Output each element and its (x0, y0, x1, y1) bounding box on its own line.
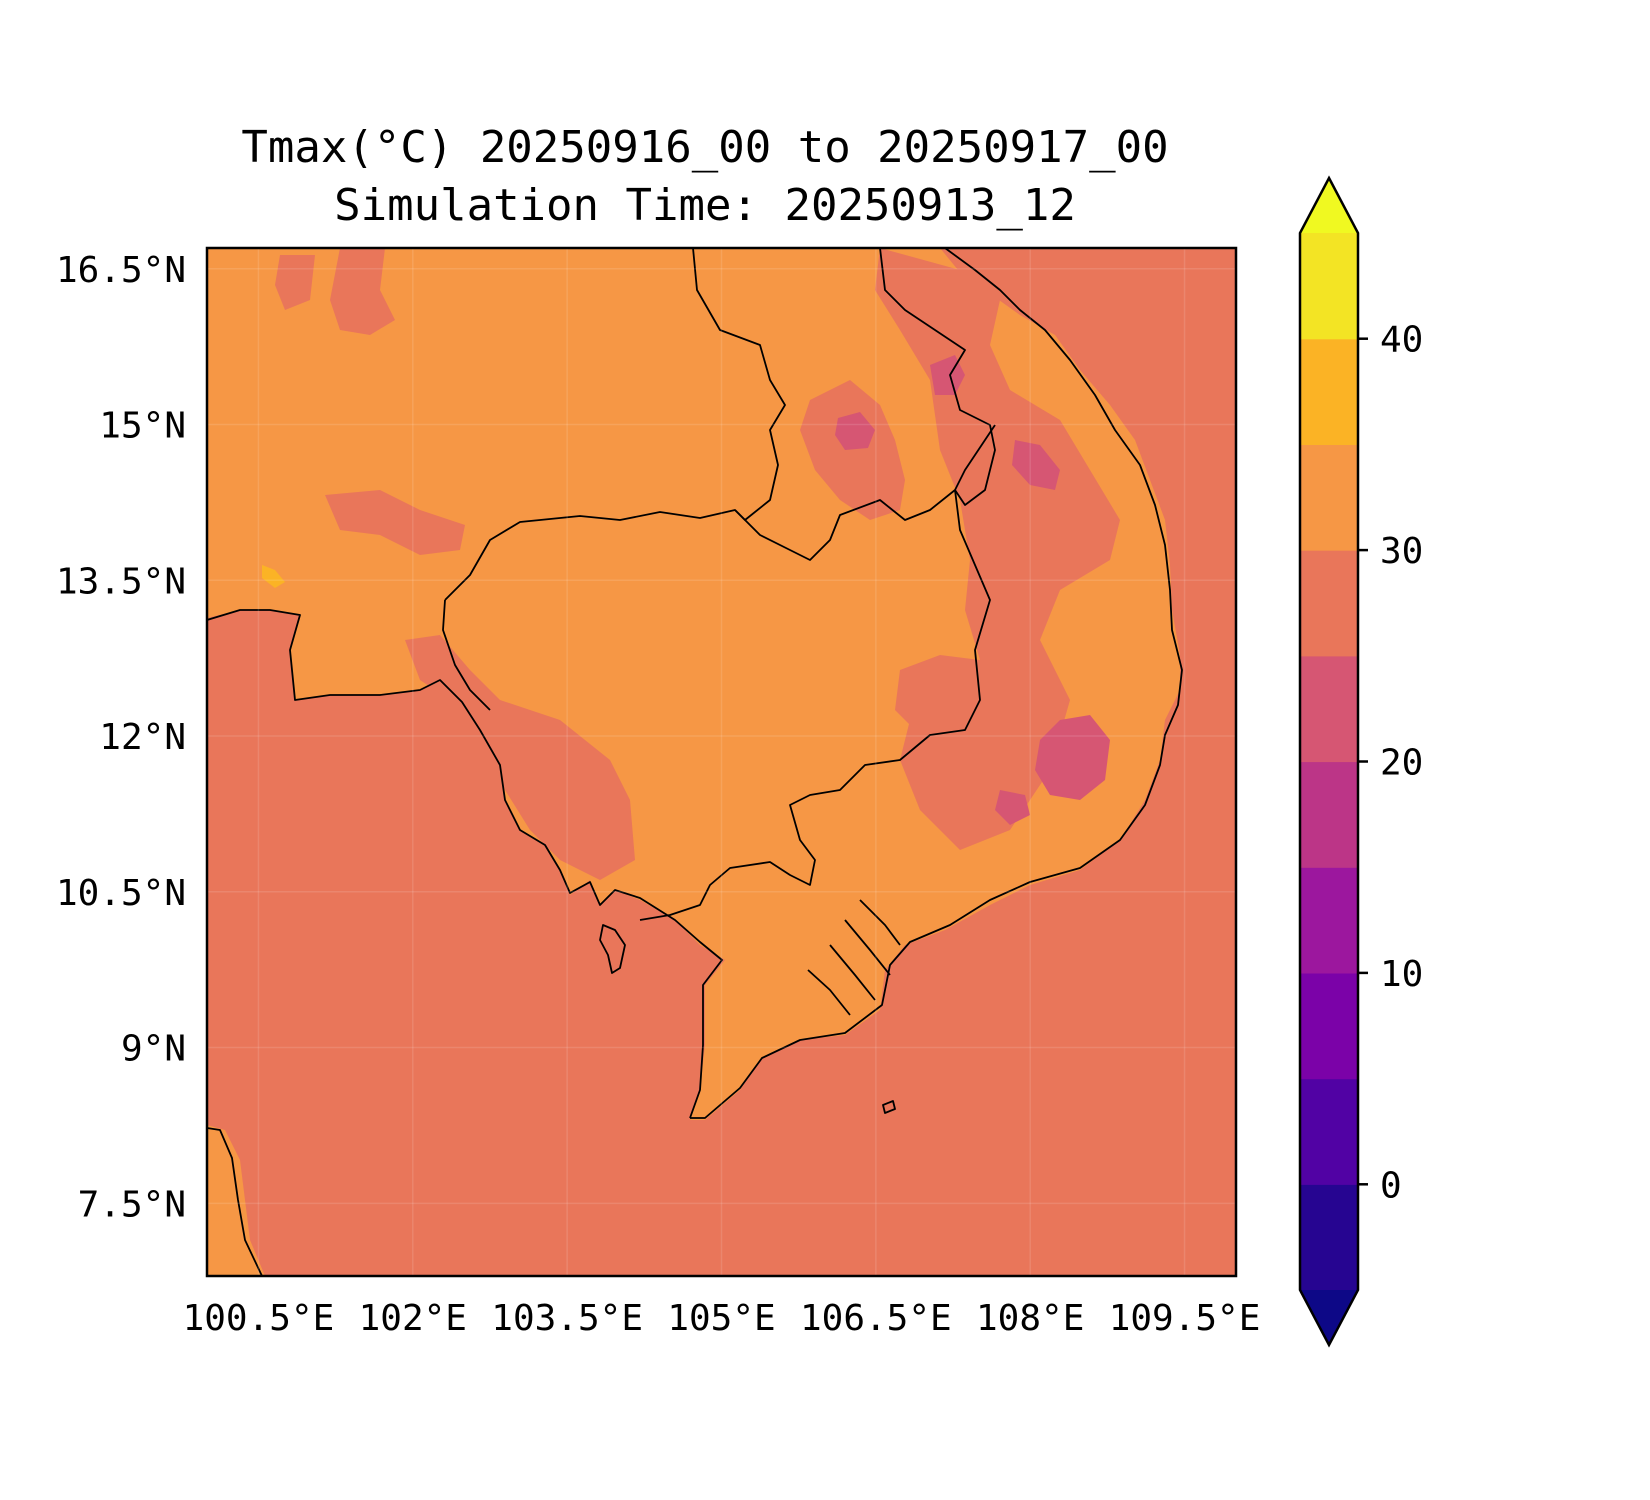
colorbar-segment (1300, 867, 1358, 974)
colorbar: 0 10 20 30 40 (1298, 175, 1423, 1348)
border-cambodia-west (442, 599, 491, 711)
lat-tick-label: 15°N (99, 406, 186, 447)
temperature-field (207, 248, 1236, 1276)
lon-tick-label: 105°E (667, 1298, 775, 1339)
cool-patch-thai-north (330, 248, 395, 335)
colorbar-segment (1300, 761, 1358, 868)
map-subtitle: Simulation Time: 20250913_12 (334, 180, 1076, 231)
colorbar-segment (1300, 1078, 1358, 1185)
land-indochina (207, 248, 1180, 1120)
latitude-tick-labels: 16.5°N 15°N 13.5°N 12°N 10.5°N 9°N 7.5°N (56, 250, 186, 1226)
colorbar-extend-low (1300, 1290, 1358, 1345)
lon-tick-label: 108°E (976, 1298, 1084, 1339)
cold-patch-vietnam-north (1012, 440, 1060, 490)
border-thailand-laos (692, 248, 786, 521)
lon-tick-label: 106.5°E (800, 1298, 952, 1339)
map-title: Tmax(°C) 20250916_00 to 20250917_00 (241, 122, 1168, 173)
colorbar-tick-label: 10 (1380, 954, 1423, 995)
lon-tick-label: 103.5°E (491, 1298, 643, 1339)
lon-tick-label: 100.5°E (183, 1298, 335, 1339)
colorbar-segment (1300, 550, 1358, 657)
colorbar-segment (1300, 1184, 1358, 1291)
lon-tick-label: 102°E (359, 1298, 467, 1339)
mekong-delta-mouths (807, 899, 901, 1016)
cool-patch-cambodia-east (895, 655, 985, 735)
lat-tick-label: 13.5°N (56, 561, 186, 602)
lat-tick-label: 16.5°N (56, 250, 186, 291)
map-frame (205, 246, 1238, 1278)
lat-tick-label: 7.5°N (78, 1184, 186, 1225)
cold-patch-south-highlands (995, 790, 1030, 825)
border-cambodia-vietnam (639, 489, 991, 921)
cold-patch-laos-plateau (835, 412, 875, 450)
coastline-malay-peninsula (207, 1127, 263, 1276)
border-cambodia-north (444, 424, 996, 601)
island-phu-quoc (599, 924, 626, 974)
cool-patch-laos-south (800, 380, 905, 520)
colorbar-segment (1300, 338, 1358, 445)
coastline-indochina (690, 248, 1183, 1119)
coastlines-and-borders (207, 248, 1183, 1276)
cool-patch-thai-center (325, 490, 465, 555)
gridlines (207, 248, 1236, 1276)
colorbar-segment (1300, 655, 1358, 763)
colorbar-tick-label: 30 (1380, 531, 1423, 572)
longitude-tick-labels: 100.5°E 102°E 103.5°E 105°E 106.5°E 108°E 109.… (183, 1298, 1261, 1339)
colorbar-segment (1300, 233, 1358, 340)
colorbar-outline (1298, 175, 1360, 1348)
cold-patch-central-highlands (1035, 715, 1110, 800)
lat-tick-label: 10.5°N (56, 873, 186, 914)
border-laos-vietnam (879, 248, 996, 506)
land-malay-peninsula (207, 1125, 265, 1276)
colorbar-extend-high (1300, 178, 1358, 233)
cool-patch-cambodia-southwest (405, 635, 635, 880)
cool-patch-north-vietnam (875, 248, 1120, 850)
coastline-gulf-of-thailand (207, 609, 723, 1119)
colorbar-segment (1300, 444, 1358, 551)
colorbar-segment (1300, 972, 1358, 1080)
island-con-dao (882, 1100, 896, 1114)
colorbar-tick-label: 20 (1380, 743, 1423, 784)
cool-patch-thai-west (275, 255, 315, 310)
warm-patch-thai-coast (262, 565, 285, 588)
lat-tick-label: 12°N (99, 717, 186, 758)
colorbar-tick-label: 0 (1380, 1165, 1402, 1206)
colorbar-tick-label: 40 (1380, 320, 1423, 361)
lat-tick-label: 9°N (121, 1029, 186, 1070)
lon-tick-label: 109.5°E (1109, 1298, 1261, 1339)
map-panel: 16.5°N 15°N 13.5°N 12°N 10.5°N 9°N 7.5°N 100.5… (56, 246, 1261, 1339)
